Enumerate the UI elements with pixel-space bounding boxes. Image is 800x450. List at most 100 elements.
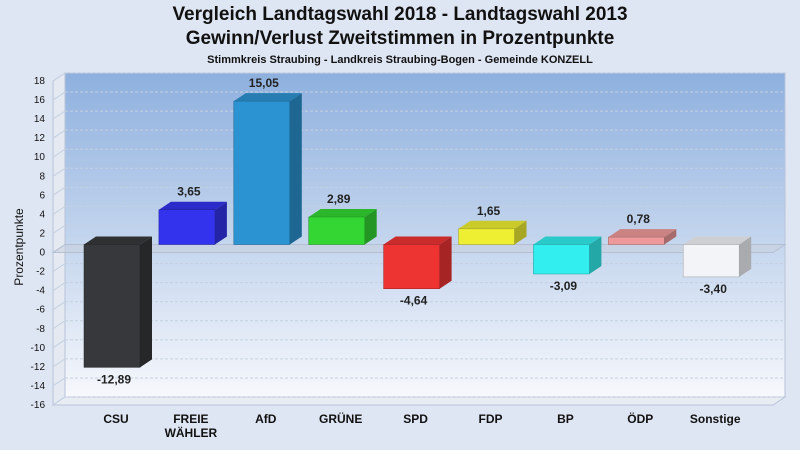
bar-3 (233, 93, 302, 245)
grid-line-side (52, 225, 66, 234)
grid-line-side (52, 320, 66, 330)
bar-front (608, 236, 665, 245)
category-label: CSU (103, 412, 128, 426)
value-label: -3,09 (550, 279, 578, 293)
value-label: -12,89 (97, 372, 131, 386)
bar-top (533, 236, 602, 245)
grid-line-side (52, 110, 66, 120)
value-label: 1,65 (477, 204, 501, 218)
grid-line-side (52, 339, 66, 349)
chart-title-line2: Gewinn/Verlust Zweitstimmen in Prozentpu… (185, 28, 615, 49)
bar-side (589, 236, 602, 274)
bar-top (683, 236, 752, 245)
grid-line-side (52, 301, 66, 311)
bar-6 (458, 220, 527, 245)
y-tick-label: 6 (39, 190, 45, 201)
bar-front (383, 244, 440, 289)
grid-line-side (52, 186, 66, 196)
bar-top (233, 93, 302, 102)
bar-front (83, 244, 141, 368)
category-label: SPD (403, 412, 428, 426)
bar-top (308, 208, 377, 217)
chart-title-line1: Vergleich Landtagswahl 2018 - Landtagswa… (172, 4, 628, 25)
category-label: AfD (255, 412, 277, 426)
grid-line-side (52, 396, 66, 406)
category-label: Sonstige (690, 412, 741, 426)
y-tick-label: -2 (36, 267, 45, 278)
bar-front (158, 209, 216, 245)
bar-2 (158, 201, 227, 245)
value-labels: -12,89 3,65 15,05 2,89 -4,64 1,65 -3,09 0,78 -3,… (97, 76, 727, 386)
category-label: WÄHLER (165, 425, 218, 440)
y-tick-label: 16 (34, 95, 46, 106)
plot-floor (51, 396, 787, 406)
y-axis-ticks: 18 16 14 12 10 8 6 4 2 0 -2 -4 -6 -8 -10 -12 -14 -16 (31, 76, 46, 411)
bar-front (233, 100, 291, 245)
bar-side (739, 236, 752, 277)
y-tick-label: -12 (31, 362, 46, 373)
bar-5 (383, 236, 452, 289)
bar-side (514, 220, 527, 245)
bar-side (364, 208, 377, 245)
y-tick-label: -10 (31, 343, 46, 354)
bar-top (608, 229, 677, 238)
value-label: -4,64 (400, 294, 428, 308)
grid-line-side (52, 263, 66, 273)
value-label: -3,40 (700, 282, 728, 296)
y-tick-label: -14 (31, 381, 46, 392)
grid-line-side (52, 72, 66, 82)
grid-line-side (52, 377, 66, 387)
bar-1 (83, 236, 152, 368)
y-tick-label: -8 (36, 324, 45, 335)
chart-subtitle: Stimmkreis Straubing - Landkreis Straubi… (207, 54, 593, 66)
bar-side (439, 236, 452, 289)
bar-top (158, 201, 227, 210)
category-label: ÖDP (627, 411, 653, 426)
grid-line-side (52, 358, 66, 368)
bar-front (308, 216, 365, 245)
y-tick-label: -6 (36, 305, 45, 316)
grid-line-side (52, 205, 66, 215)
value-label: 0,78 (627, 212, 651, 226)
value-label: 2,89 (327, 192, 351, 206)
bars (83, 93, 752, 368)
bar-side (214, 201, 227, 245)
bar-9 (682, 236, 752, 278)
y-tick-label: 8 (39, 171, 45, 182)
grid-line-side (52, 167, 66, 177)
y-tick-label: 0 (39, 248, 45, 259)
bar-7 (533, 236, 602, 275)
bar-top (458, 220, 527, 229)
bar-4 (308, 208, 377, 245)
bar-front (533, 244, 590, 275)
y-tick-label: 2 (39, 228, 45, 239)
grid-line-side (52, 148, 66, 158)
bar-front (682, 244, 740, 278)
y-tick-label: 4 (39, 209, 45, 220)
plot-side-wall (52, 72, 66, 406)
value-label: 15,05 (249, 76, 279, 90)
category-label: GRÜNE (319, 411, 362, 426)
y-tick-label: 10 (34, 152, 46, 163)
category-label: BP (557, 412, 574, 426)
bar-top (84, 236, 152, 245)
value-label: 3,65 (177, 185, 201, 199)
bar-side (140, 236, 152, 368)
grid-line-side (52, 91, 66, 101)
bar-side (289, 93, 302, 245)
y-tick-label: 12 (34, 133, 46, 144)
grid-line-side (52, 282, 66, 292)
y-tick-label: 18 (34, 76, 46, 87)
bar-side (664, 229, 677, 245)
y-tick-label: -4 (36, 286, 45, 297)
y-tick-label: 14 (34, 114, 46, 125)
bar-front (458, 228, 515, 245)
bar-top (383, 236, 452, 245)
category-label: FDP (479, 412, 503, 426)
bar-8 (608, 229, 677, 245)
category-label: FREIE (173, 412, 208, 426)
y-tick-label: -16 (31, 400, 46, 411)
grid-line-side (52, 129, 66, 139)
